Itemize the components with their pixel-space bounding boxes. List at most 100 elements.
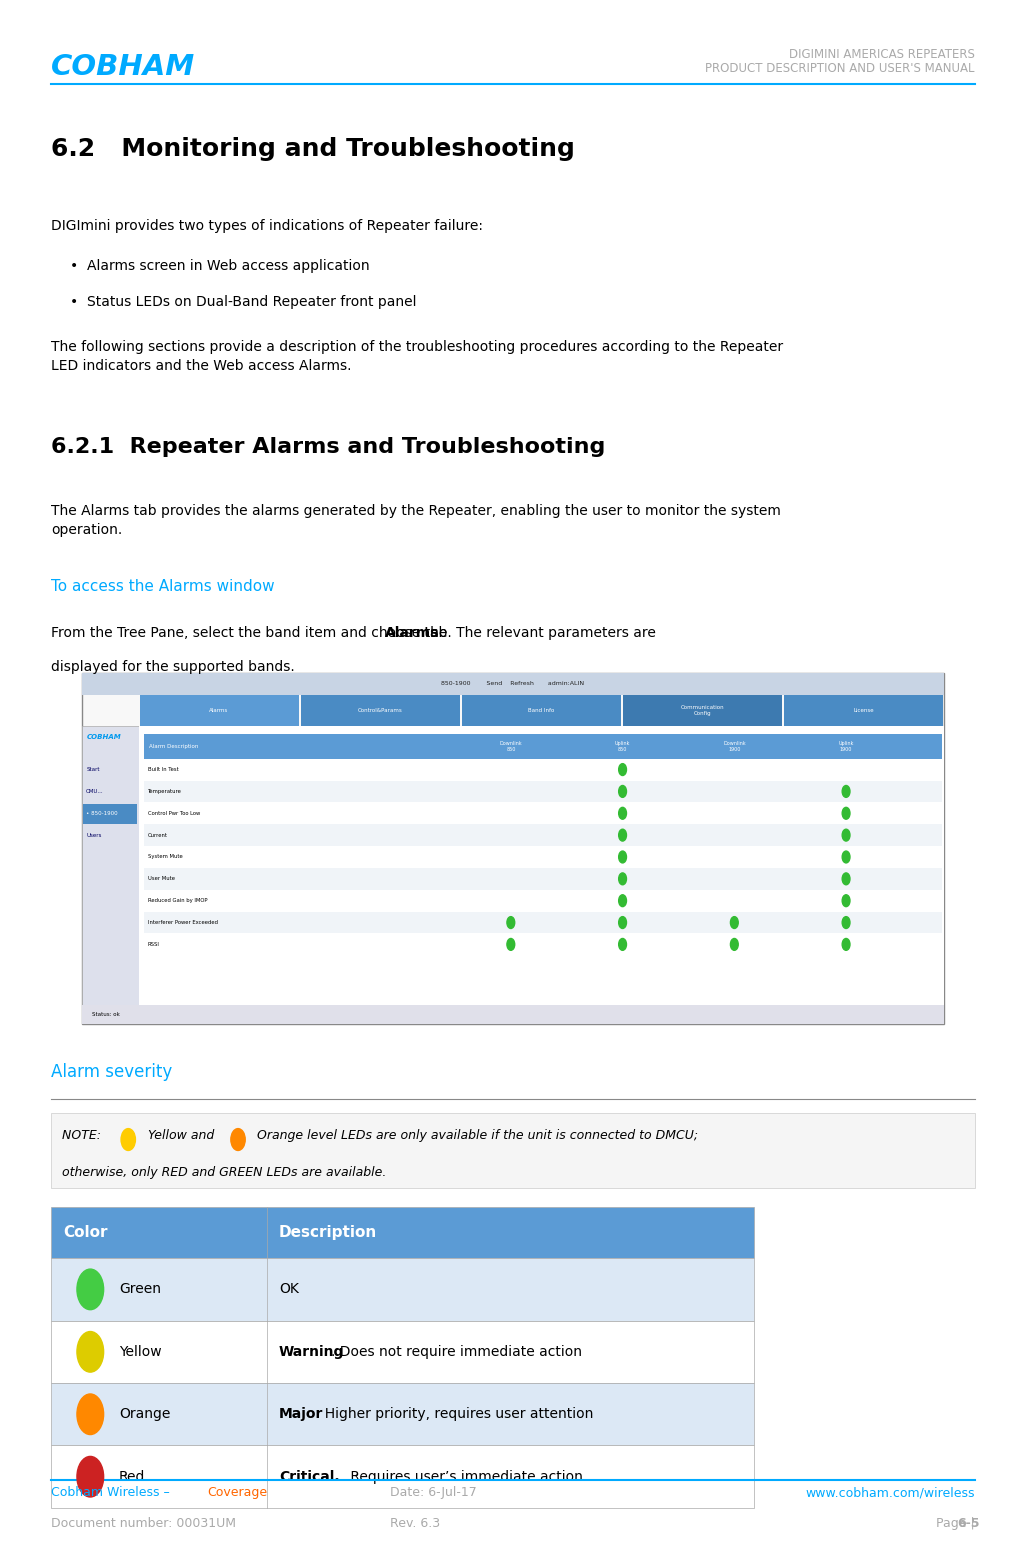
Text: From the Tree Pane, select the band item and choose the: From the Tree Pane, select the band item… (51, 626, 452, 640)
FancyBboxPatch shape (82, 1005, 944, 1024)
Circle shape (731, 916, 739, 929)
FancyBboxPatch shape (144, 780, 942, 802)
Text: Current: Current (148, 832, 167, 838)
FancyBboxPatch shape (51, 1383, 754, 1445)
Text: Orange: Orange (119, 1408, 170, 1421)
FancyBboxPatch shape (623, 695, 782, 726)
FancyBboxPatch shape (82, 673, 944, 695)
Circle shape (619, 807, 627, 820)
Text: Requires user’s immediate action: Requires user’s immediate action (346, 1470, 583, 1483)
Text: PRODUCT DESCRIPTION AND USER'S MANUAL: PRODUCT DESCRIPTION AND USER'S MANUAL (705, 62, 975, 75)
FancyBboxPatch shape (784, 695, 943, 726)
Circle shape (231, 1129, 245, 1150)
Text: Communication
Config: Communication Config (680, 706, 724, 715)
Text: Band Info: Band Info (528, 707, 554, 713)
FancyBboxPatch shape (301, 695, 460, 726)
Text: Document number: 00031UM: Document number: 00031UM (51, 1517, 236, 1530)
Text: Alarm Description: Alarm Description (149, 743, 198, 749)
Text: 6.2   Monitoring and Troubleshooting: 6.2 Monitoring and Troubleshooting (51, 137, 576, 161)
FancyBboxPatch shape (51, 1113, 975, 1188)
Circle shape (619, 829, 627, 841)
FancyBboxPatch shape (144, 734, 942, 759)
Text: displayed for the supported bands.: displayed for the supported bands. (51, 660, 295, 674)
Circle shape (842, 807, 850, 820)
Circle shape (619, 938, 627, 951)
Circle shape (842, 851, 850, 863)
Text: The Alarms tab provides the alarms generated by the Repeater, enabling the user : The Alarms tab provides the alarms gener… (51, 504, 781, 537)
FancyBboxPatch shape (462, 695, 621, 726)
Text: •  Status LEDs on Dual-Band Repeater front panel: • Status LEDs on Dual-Band Repeater fron… (70, 295, 417, 309)
Text: •  Alarms screen in Web access application: • Alarms screen in Web access applicatio… (70, 259, 369, 273)
Text: The following sections provide a description of the troubleshooting procedures a: The following sections provide a descrip… (51, 340, 784, 373)
Text: CMU...: CMU... (86, 788, 104, 795)
Text: NOTE:: NOTE: (62, 1129, 109, 1141)
Text: License: License (853, 707, 874, 713)
Text: Date: 6-Jul-17: Date: 6-Jul-17 (390, 1486, 477, 1499)
FancyBboxPatch shape (51, 1258, 754, 1321)
FancyBboxPatch shape (51, 1207, 754, 1258)
Text: Orange level LEDs are only available if the unit is connected to DMCU;: Orange level LEDs are only available if … (253, 1129, 699, 1141)
Circle shape (619, 894, 627, 907)
FancyBboxPatch shape (144, 802, 942, 824)
FancyBboxPatch shape (144, 824, 942, 846)
FancyBboxPatch shape (83, 782, 137, 802)
Circle shape (619, 916, 627, 929)
Circle shape (842, 938, 850, 951)
Circle shape (619, 873, 627, 885)
FancyBboxPatch shape (82, 726, 139, 1008)
Circle shape (507, 916, 515, 929)
Text: Alarm severity: Alarm severity (51, 1063, 172, 1082)
Circle shape (507, 938, 515, 951)
Circle shape (842, 785, 850, 798)
Text: Reduced Gain by IMOP: Reduced Gain by IMOP (148, 898, 207, 904)
Text: 6-5: 6-5 (957, 1517, 980, 1530)
Circle shape (842, 873, 850, 885)
FancyBboxPatch shape (144, 759, 942, 780)
Text: User Mute: User Mute (148, 876, 174, 882)
Text: Description: Description (279, 1225, 378, 1239)
Text: Alarms: Alarms (385, 626, 439, 640)
Text: DIGIMINI AMERICAS REPEATERS: DIGIMINI AMERICAS REPEATERS (789, 48, 975, 61)
FancyBboxPatch shape (144, 912, 942, 933)
FancyBboxPatch shape (140, 695, 299, 726)
Text: To access the Alarms window: To access the Alarms window (51, 579, 275, 595)
FancyBboxPatch shape (144, 868, 942, 890)
Text: Control&Params: Control&Params (358, 707, 402, 713)
Circle shape (731, 938, 739, 951)
Text: tab. The relevant parameters are: tab. The relevant parameters are (421, 626, 656, 640)
Text: Built In Test: Built In Test (148, 766, 179, 773)
Text: Start: Start (86, 766, 100, 773)
FancyBboxPatch shape (82, 673, 944, 1024)
Circle shape (77, 1394, 104, 1435)
Text: Coverage: Coverage (207, 1486, 268, 1499)
Circle shape (121, 1129, 135, 1150)
Text: Uplink
850: Uplink 850 (615, 741, 630, 751)
FancyBboxPatch shape (83, 804, 137, 824)
Circle shape (842, 894, 850, 907)
Text: 6.2.1  Repeater Alarms and Troubleshooting: 6.2.1 Repeater Alarms and Troubleshootin… (51, 437, 605, 457)
Text: Uplink
1900: Uplink 1900 (838, 741, 854, 751)
Circle shape (619, 763, 627, 776)
Text: • 850-1900: • 850-1900 (86, 810, 118, 816)
Text: Control Pwr Too Low: Control Pwr Too Low (148, 810, 200, 816)
Circle shape (77, 1269, 104, 1310)
FancyBboxPatch shape (83, 826, 137, 846)
Text: Major: Major (279, 1408, 323, 1421)
FancyBboxPatch shape (51, 1445, 754, 1508)
Text: Page |: Page | (936, 1517, 975, 1530)
Circle shape (77, 1332, 104, 1372)
Circle shape (619, 785, 627, 798)
Text: DIGImini provides two types of indications of Repeater failure:: DIGImini provides two types of indicatio… (51, 219, 483, 233)
Text: Color: Color (64, 1225, 108, 1239)
Text: . Higher priority, requires user attention: . Higher priority, requires user attenti… (316, 1408, 593, 1421)
FancyBboxPatch shape (51, 1321, 754, 1383)
Text: COBHAM: COBHAM (87, 734, 122, 740)
Text: Warning: Warning (279, 1346, 345, 1358)
FancyBboxPatch shape (139, 726, 944, 1008)
Circle shape (619, 851, 627, 863)
Text: Users: Users (86, 832, 102, 838)
Text: Red: Red (119, 1470, 146, 1483)
Circle shape (842, 916, 850, 929)
Text: Temperature: Temperature (148, 788, 182, 795)
Circle shape (77, 1456, 104, 1497)
